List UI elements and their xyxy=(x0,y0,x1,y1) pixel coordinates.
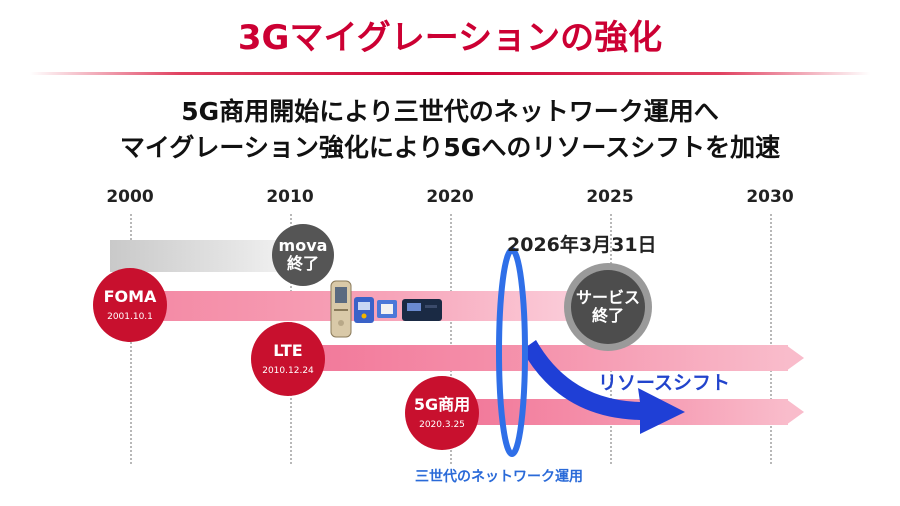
foma-label: FOMA xyxy=(103,287,157,307)
three-generation-label: 三世代のネットワーク運用 xyxy=(415,469,583,485)
5g-date: 2020.3.25 xyxy=(419,419,465,430)
5g-label: 5G商用 xyxy=(413,395,471,415)
title-divider xyxy=(30,72,870,75)
lte-bar-arrowhead xyxy=(786,345,804,371)
data-card-icon xyxy=(354,297,374,323)
subtitle-line-2: マイグレーション強化により5Gへのリソースシフトを加速 xyxy=(119,133,781,162)
lte-date: 2010.12.24 xyxy=(262,365,314,376)
subtitle-line-1: 5G商用開始により三世代のネットワーク運用へ xyxy=(181,97,719,126)
end-date-label: 2026年3月31日 xyxy=(507,234,657,256)
5g-bar-arrowhead xyxy=(786,399,804,425)
page-title: 3Gマイグレーションの強化 xyxy=(237,18,663,58)
service-end-line-2: 終了 xyxy=(591,306,624,325)
lte-label: LTE xyxy=(273,341,303,361)
year-label-2000: 2000 xyxy=(106,187,154,207)
mova-end-label: 終了 xyxy=(286,254,319,273)
gridline-2020 xyxy=(450,214,452,464)
mova-label: mova xyxy=(278,236,328,256)
resource-shift-arrow xyxy=(522,340,685,434)
year-label-2020: 2020 xyxy=(426,187,474,207)
router-device-icon xyxy=(402,299,442,321)
mova-bar xyxy=(110,240,302,272)
lte-circle: LTE 2010.12.24 xyxy=(251,322,325,396)
three-generation-ring xyxy=(496,247,528,457)
gridline-2030 xyxy=(770,214,772,464)
service-end-circle: サービス 終了 xyxy=(571,270,645,344)
foma-circle: FOMA 2001.10.1 xyxy=(93,268,167,342)
flip-phone-icon xyxy=(330,280,352,338)
foma-date: 2001.10.1 xyxy=(107,311,153,322)
mova-end-circle: mova 終了 xyxy=(272,224,334,286)
service-end-line-1: サービス xyxy=(575,288,640,308)
year-label-2030: 2030 xyxy=(746,187,794,207)
resource-shift-label: リソースシフト xyxy=(598,372,731,394)
usb-modem-icon xyxy=(377,300,397,318)
year-label-2025: 2025 xyxy=(586,187,634,207)
year-label-2010: 2010 xyxy=(266,187,314,207)
5g-circle: 5G商用 2020.3.25 xyxy=(405,376,479,450)
